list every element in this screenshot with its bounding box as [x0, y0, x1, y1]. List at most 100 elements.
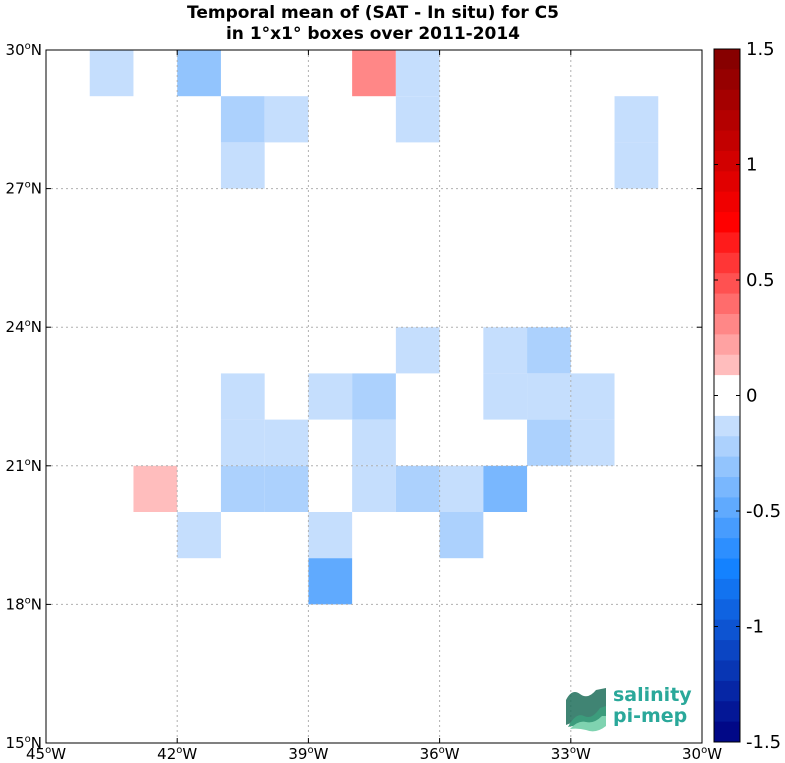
logo-line-2: pi-mep — [613, 705, 687, 727]
heatmap-cell — [352, 50, 396, 97]
heatmap-cell — [439, 512, 484, 559]
logo-line-1: salinity — [613, 684, 692, 706]
colorbar-segment — [714, 517, 740, 539]
x-tick-label: 39oW — [288, 745, 328, 763]
colorbar-tick-label: -1.5 — [746, 732, 781, 753]
heatmap-cell — [570, 373, 615, 420]
x-tick-label: 42oW — [157, 745, 197, 763]
heatmap-cell — [220, 419, 265, 466]
heatmap-cell — [570, 419, 615, 466]
heatmap-cell — [220, 373, 265, 420]
x-tick-label: 30oW — [682, 745, 722, 763]
heatmap-cell — [89, 50, 134, 97]
chart-title-line-1: Temporal mean of (SAT - In situ) for C5 — [187, 3, 559, 23]
data-cells — [89, 50, 659, 605]
heatmap-cell — [308, 558, 353, 605]
colorbar-tick-label: 1.5 — [746, 39, 775, 60]
heatmap-cell — [133, 465, 178, 512]
y-tick-label: 15oN — [6, 734, 42, 752]
colorbar-segment — [714, 252, 740, 274]
colorbar-segment — [714, 212, 740, 233]
heatmap-cell — [527, 373, 571, 420]
colorbar-tick-label: 0.5 — [746, 270, 775, 291]
heatmap-cell — [308, 512, 353, 559]
colorbar-tick-label: -1 — [746, 617, 764, 638]
y-tick-label: 24oN — [6, 318, 42, 336]
colorbar-segment — [714, 599, 740, 621]
gridlines — [46, 50, 702, 743]
colorbar-segment — [714, 721, 740, 743]
heatmap-cell — [483, 373, 528, 420]
x-tick-label: 33oW — [551, 745, 591, 763]
colorbar-segment — [714, 558, 740, 580]
colorbar-segment — [714, 89, 740, 111]
x-axis: 45oW 42oW 39oW 36oW 33oW 30oW — [26, 50, 722, 763]
colorbar-segment — [714, 578, 740, 600]
colorbar-segment — [714, 313, 740, 335]
colorbar-segment — [714, 110, 740, 132]
heatmap-cell — [220, 142, 265, 189]
colorbar-segment — [714, 436, 740, 458]
heatmap-cell — [308, 373, 353, 420]
colorbar-segment — [714, 171, 740, 193]
colorbar-segment — [714, 660, 740, 682]
colorbar-segment — [714, 477, 740, 498]
heatmap-cell — [220, 465, 265, 512]
colorbar-tick-label: 1 — [746, 155, 757, 176]
heatmap-cell — [483, 327, 528, 374]
heatmap-cell — [395, 465, 440, 512]
heatmap-cell — [264, 465, 309, 512]
colorbar-segment — [714, 49, 740, 70]
plot-frame — [45, 49, 703, 744]
colorbar-segment — [714, 150, 740, 172]
colorbar-segment — [714, 273, 740, 295]
y-axis: 15oN 18oN 21oN 24oN 27oN 30oN — [6, 41, 702, 752]
y-tick-label: 18oN — [6, 595, 42, 613]
salinity-pi-mep-logo: salinity pi-mep — [566, 684, 692, 732]
colorbar-segment — [714, 232, 740, 254]
heatmap-cell — [220, 96, 265, 143]
colorbar-segment — [714, 680, 740, 702]
heatmap-cell — [483, 465, 528, 512]
heatmap-cell — [264, 96, 309, 143]
heatmap-cell — [352, 419, 396, 466]
heatmap-cell — [614, 142, 659, 189]
colorbar: 1.5 1 0.5 0 -0.5 -1 -1.5 — [713, 39, 781, 753]
colorbar-segment — [714, 640, 740, 661]
colorbar-segment — [714, 293, 740, 315]
heatmap-cell — [395, 96, 440, 143]
colorbar-segment — [714, 354, 740, 376]
colorbar-segment — [714, 701, 740, 723]
colorbar-segment — [714, 375, 740, 396]
heatmap-cell — [352, 465, 396, 512]
heatmap-cell — [177, 512, 221, 559]
colorbar-segment — [714, 619, 740, 641]
y-tick-label: 21oN — [6, 457, 42, 475]
y-tick-label: 30oN — [6, 41, 42, 59]
colorbar-tick-label: -0.5 — [746, 501, 781, 522]
colorbar-segment — [714, 456, 740, 478]
heatmap-cell — [264, 419, 309, 466]
y-tick-label: 27oN — [6, 180, 42, 198]
heatmap-cell — [439, 465, 484, 512]
chart-title-line-2: in 1°x1° boxes over 2011-2014 — [226, 24, 520, 44]
x-tick-label: 45oW — [26, 745, 66, 763]
heatmap-cell — [177, 50, 221, 97]
colorbar-segment — [714, 415, 740, 437]
heatmap-cell — [352, 373, 396, 420]
heatmap-cell — [395, 327, 440, 374]
colorbar-segment — [714, 497, 740, 519]
colorbar-segment — [714, 191, 740, 213]
heatmap-cell — [527, 327, 571, 374]
colorbar-segment — [714, 395, 740, 417]
heatmap-cell — [395, 50, 440, 97]
heatmap-cell — [614, 96, 659, 143]
colorbar-segment — [714, 334, 740, 356]
wave-icon — [566, 688, 606, 732]
x-tick-label: 36oW — [420, 745, 460, 763]
colorbar-segment — [714, 130, 740, 152]
heatmap-cell — [527, 419, 571, 466]
colorbar-segment — [714, 69, 740, 91]
colorbar-segment — [714, 538, 740, 560]
